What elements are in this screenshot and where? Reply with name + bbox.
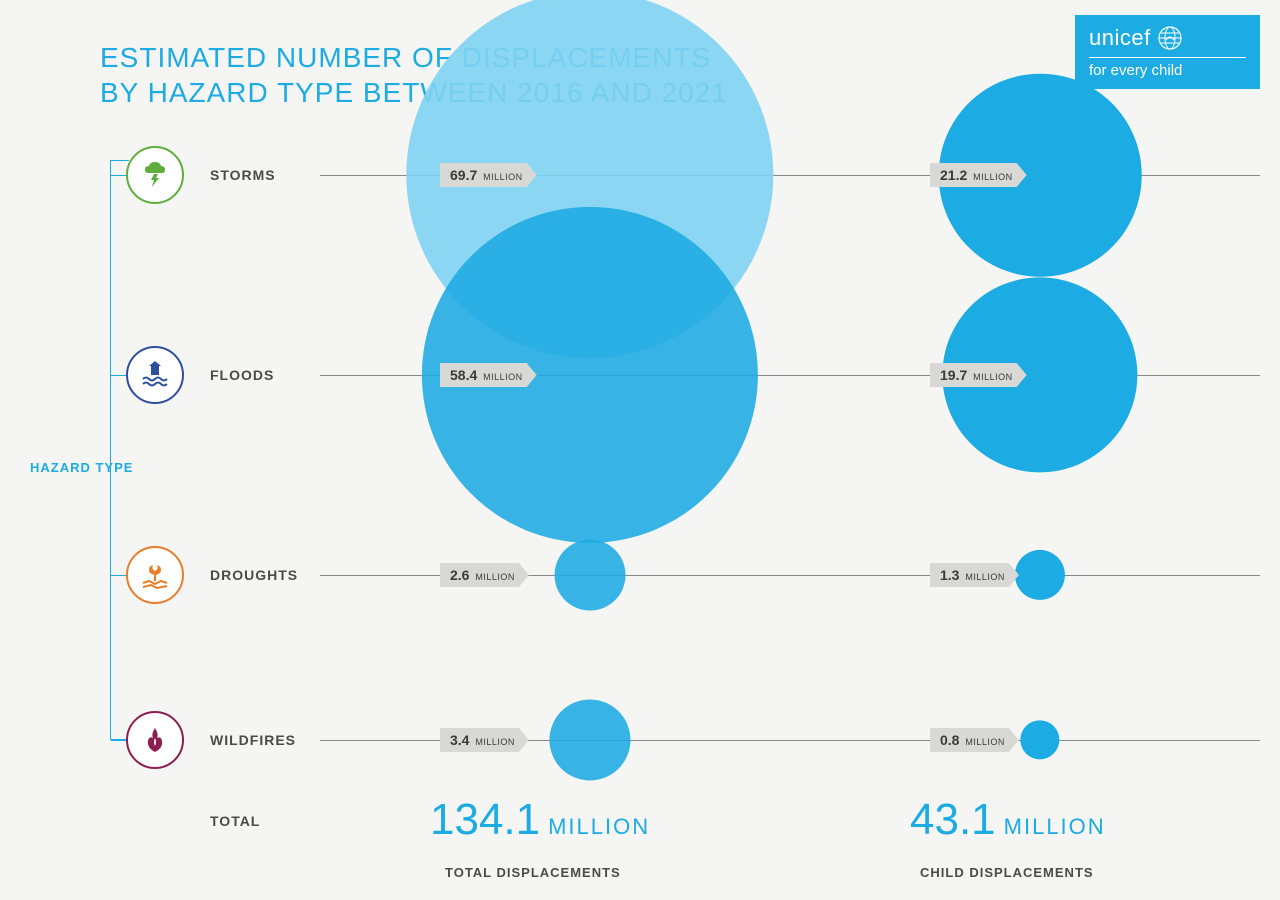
total-unit: MILLION [548, 814, 650, 839]
logo-brand: unicef [1089, 25, 1151, 51]
droughts-icon [126, 546, 184, 604]
value-floods-child: 19.7 MILLION [930, 363, 1027, 387]
value-wildfires-child: 0.8 MILLION [930, 728, 1019, 752]
bubble-wildfires-child [1020, 720, 1059, 759]
row-label-droughts: DROUGHTS [210, 567, 298, 583]
bubble-droughts-total [555, 540, 626, 611]
value-droughts-child: 1.3 MILLION [930, 563, 1019, 587]
row-label-storms: STORMS [210, 167, 276, 183]
total-displacements-footer: TOTAL DISPLACEMENTS [445, 865, 621, 880]
floods-icon [126, 346, 184, 404]
row-label-floods: FLOODS [210, 367, 274, 383]
wildfires-icon [126, 711, 184, 769]
unicef-globe-icon [1157, 25, 1183, 51]
logo-tagline: for every child [1089, 62, 1246, 79]
value-storms-child: 21.2 MILLION [930, 163, 1027, 187]
total-row-label: TOTAL [210, 813, 260, 829]
total-displacements-value: 134.1 MILLION [430, 795, 650, 845]
value-wildfires-total: 3.4 MILLION [440, 728, 529, 752]
value-floods-total: 58.4 MILLION [440, 363, 537, 387]
child-unit: MILLION [1004, 814, 1106, 839]
bubble-wildfires-total [549, 699, 630, 780]
value-droughts-total: 2.6 MILLION [440, 563, 529, 587]
value-storms-total: 69.7 MILLION [440, 163, 537, 187]
storms-icon [126, 146, 184, 204]
child-displacements-value: 43.1 MILLION [910, 795, 1106, 845]
row-label-wildfires: WILDFIRES [210, 732, 296, 748]
hazard-bracket [110, 160, 130, 740]
unicef-logo: unicef for every child [1075, 15, 1260, 89]
bubble-droughts-child [1015, 550, 1065, 600]
child-num: 43.1 [910, 795, 996, 844]
total-num: 134.1 [430, 795, 540, 844]
child-displacements-footer: CHILD DISPLACEMENTS [920, 865, 1094, 880]
